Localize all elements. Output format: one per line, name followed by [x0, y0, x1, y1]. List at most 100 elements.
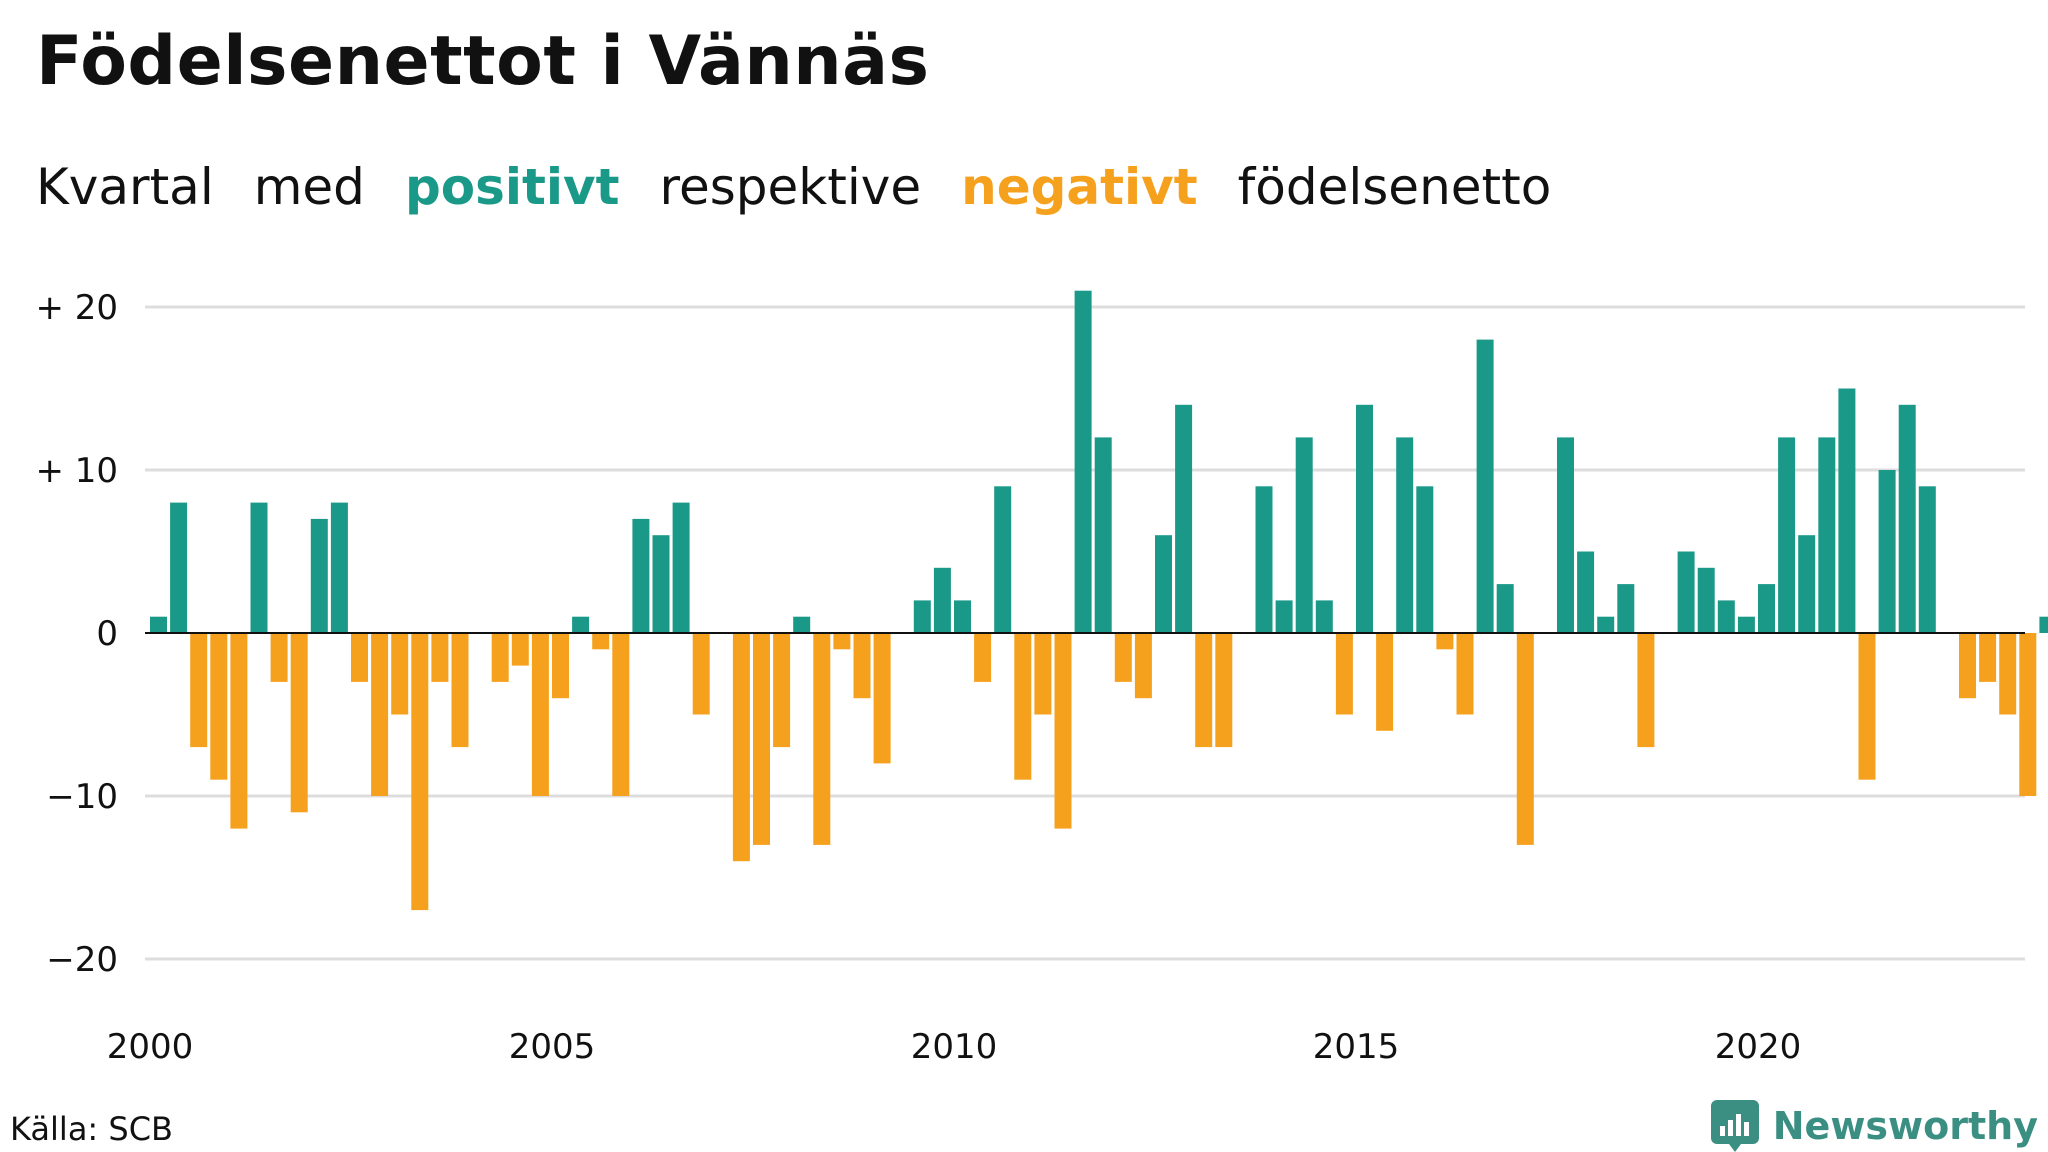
bar: [250, 502, 268, 633]
bar: [1335, 633, 1353, 715]
bar: [1376, 633, 1394, 731]
bar: [1838, 388, 1856, 633]
bar: [1818, 437, 1836, 633]
bar: [1476, 339, 1494, 633]
bar: [1456, 633, 1474, 715]
bar: [511, 633, 529, 666]
subtitle-negative-word: negativt: [961, 158, 1198, 216]
subtitle-positive-word: positivt: [404, 158, 620, 216]
bar: [351, 633, 368, 682]
bar: [1496, 584, 1514, 633]
bar: [1898, 404, 1916, 633]
x-tick-label: 2020: [1715, 1027, 1802, 1067]
bar: [913, 600, 931, 633]
bar: [1617, 584, 1635, 633]
bar: [1215, 633, 1233, 748]
bar: [1034, 633, 1052, 715]
bar: [1697, 567, 1715, 633]
subtitle-word-quarter: Kvartal: [36, 158, 214, 216]
bar: [491, 633, 509, 682]
chart-title: Födelsenettot i Vännäs: [36, 22, 930, 101]
bar: [150, 616, 167, 633]
bar: [1134, 633, 1152, 699]
subtitle-word-with: med: [253, 158, 365, 216]
bar: [933, 567, 951, 633]
bar: [833, 633, 851, 650]
bar: [2039, 616, 2048, 633]
bar: [1054, 633, 1072, 829]
bar: [1436, 633, 1454, 650]
bar: [672, 502, 690, 633]
bar: [270, 633, 288, 682]
bar: [753, 633, 770, 845]
axes: + 20 + 10 0 −10 −20 2000 2005 2010 2015 2020: [35, 288, 2025, 1067]
bar: [2019, 633, 2037, 796]
y-tick-label: + 10: [35, 451, 118, 491]
bar: [1295, 437, 1313, 633]
x-tick-label: 2000: [107, 1027, 194, 1067]
bar: [1577, 551, 1595, 633]
bar: [1637, 633, 1655, 748]
bar: [592, 633, 610, 650]
y-tick-label: 0: [96, 614, 118, 654]
bar: [793, 616, 811, 633]
bar: [1758, 584, 1775, 633]
y-tick-label: −20: [46, 940, 118, 980]
bar: [431, 633, 449, 682]
bar: [170, 502, 188, 633]
source-note: Källa: SCB: [10, 1110, 173, 1148]
bar: [1918, 486, 1936, 633]
y-tick-label: + 20: [35, 288, 118, 328]
bar: [1315, 600, 1333, 633]
bar: [853, 633, 871, 699]
bar: [1999, 633, 2017, 715]
bar: [290, 633, 308, 813]
bar-series: [150, 290, 2048, 911]
bar: [1557, 437, 1574, 633]
bar: [1878, 470, 1896, 633]
bar: [1074, 290, 1092, 633]
bar: [813, 633, 831, 845]
bar: [230, 633, 248, 829]
bar: [994, 486, 1012, 633]
x-tick-label: 2005: [509, 1027, 596, 1067]
bar: [1155, 535, 1172, 633]
bar: [632, 518, 650, 633]
bar: [1094, 437, 1112, 633]
bar: [371, 633, 389, 796]
bar: [1959, 633, 1976, 699]
chart-subtitle: Kvartal med positivt respektive negativt föde…: [36, 158, 1591, 216]
bar: [451, 633, 469, 748]
bar: [974, 633, 992, 682]
bar: [1416, 486, 1434, 633]
bar: [692, 633, 710, 715]
bar: [1396, 437, 1414, 633]
x-tick-label: 2010: [911, 1027, 998, 1067]
bar: [1175, 404, 1193, 633]
subtitle-word-birth-net: födelsenetto: [1237, 158, 1552, 216]
bar: [1858, 633, 1876, 780]
bar: [1516, 633, 1534, 845]
bar: [190, 633, 208, 748]
y-tick-label: −10: [46, 777, 118, 817]
bar: [873, 633, 891, 764]
bar: [330, 502, 348, 633]
bar: [1014, 633, 1032, 780]
brand-name: Newsworthy: [1772, 1104, 2038, 1148]
bar: [612, 633, 630, 796]
brand-logo: Newsworthy: [1710, 1100, 2038, 1152]
bar: [1597, 616, 1615, 633]
bar: [1717, 600, 1735, 633]
bar: [652, 535, 670, 633]
bar: [732, 633, 750, 862]
bar: [1275, 600, 1293, 633]
bar: [1737, 616, 1755, 633]
x-tick-label: 2015: [1313, 1027, 1400, 1067]
bar: [1677, 551, 1695, 633]
bar: [1114, 633, 1132, 682]
bar: [391, 633, 409, 715]
bar: [572, 616, 590, 633]
bar: [1778, 437, 1796, 633]
bar: [1356, 404, 1373, 633]
bar: [210, 633, 228, 780]
